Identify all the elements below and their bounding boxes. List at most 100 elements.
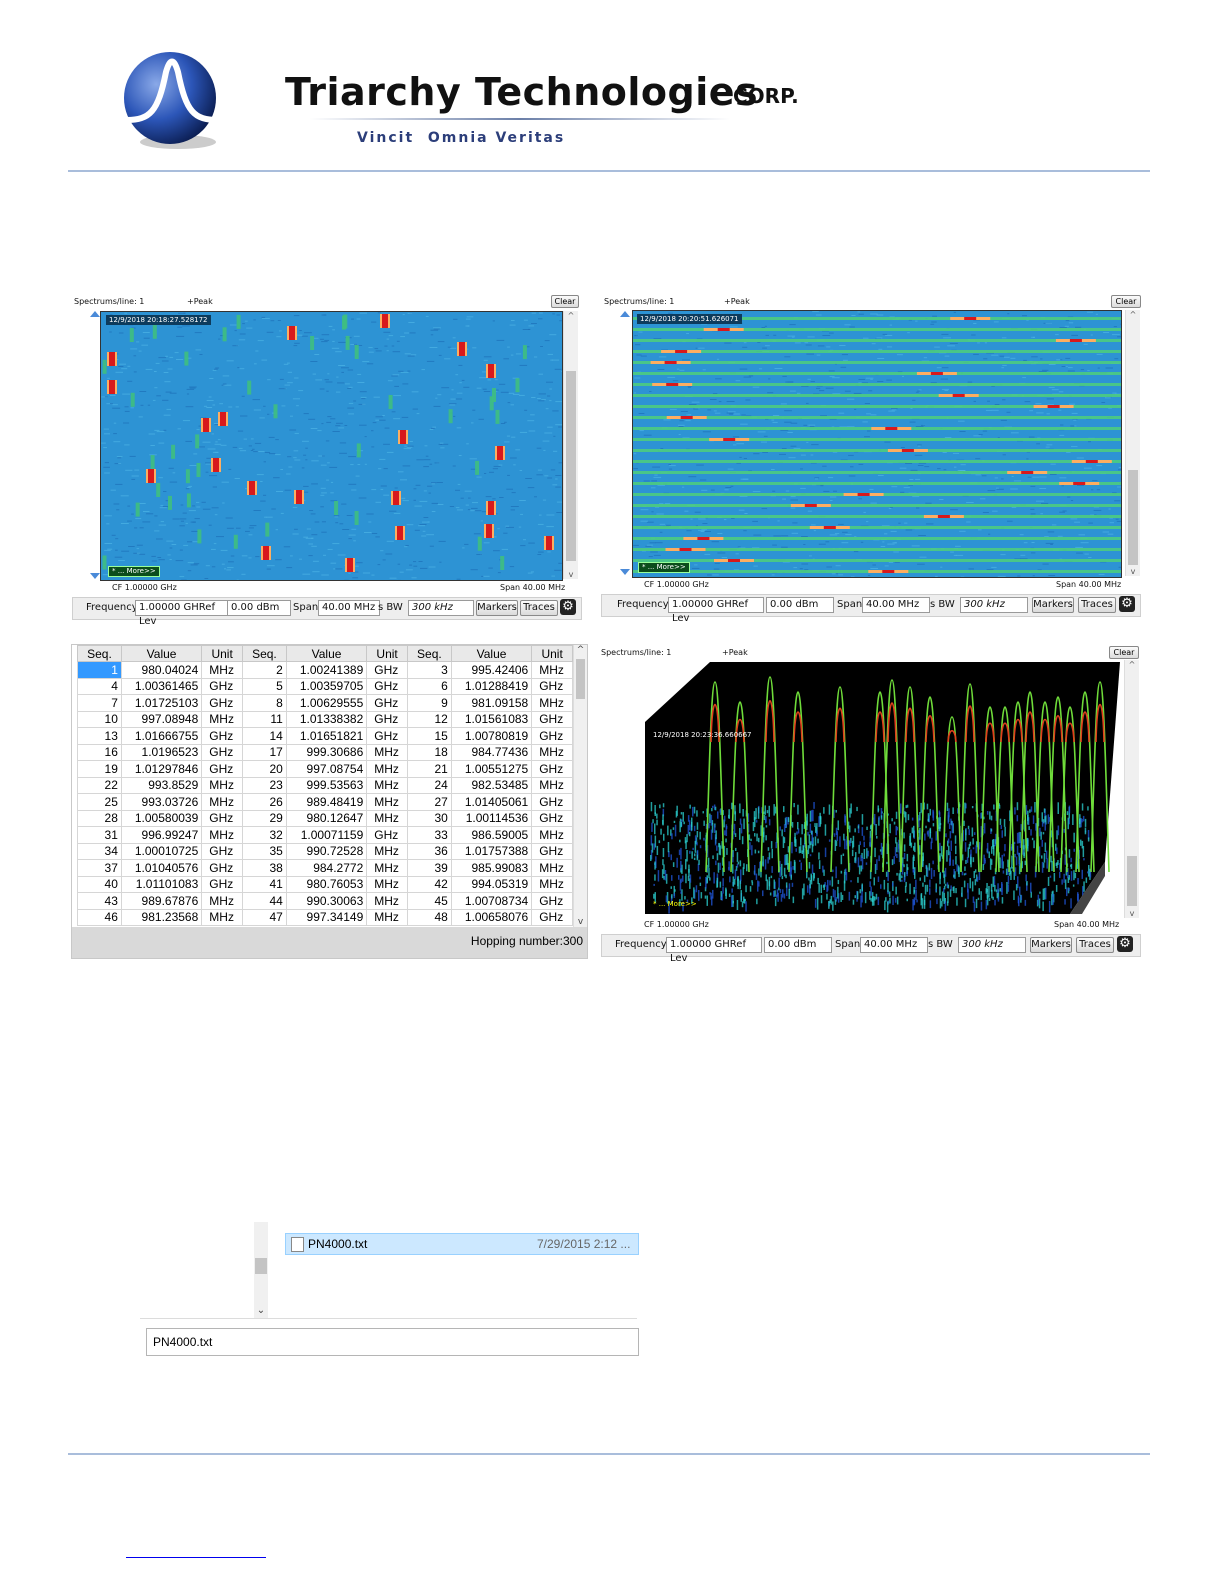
table-row[interactable]: 10 997.08948 MHz 11 1.01338382 GHz 12 1.0156108… — [77, 710, 573, 728]
traces-button[interactable]: Traces — [1078, 597, 1116, 613]
seq-cell[interactable]: 12 — [406, 710, 452, 728]
value-cell[interactable]: 993.03726 — [120, 793, 203, 811]
table-row[interactable]: 31 996.99247 MHz 32 1.00071159 GHz 33 986.59005… — [77, 826, 573, 844]
seq-cell[interactable]: 42 — [406, 875, 452, 893]
seq-cell[interactable]: 45 — [406, 892, 452, 910]
unit-cell[interactable]: GHz — [366, 677, 408, 695]
value-cell[interactable]: 980.76053 — [285, 875, 368, 893]
gear-icon[interactable]: ⚙ — [1119, 596, 1135, 612]
bandwidth-field[interactable]: 300 kHz — [960, 597, 1028, 613]
unit-cell[interactable]: MHz — [366, 892, 408, 910]
seq-cell[interactable]: 24 — [406, 776, 452, 794]
seq-cell[interactable]: 31 — [77, 826, 122, 844]
value-cell[interactable]: 1.01725103 — [120, 694, 203, 712]
seq-cell[interactable]: 6 — [406, 677, 452, 695]
scroll-down-icon[interactable]: v — [1129, 909, 1135, 918]
value-cell[interactable]: 1.00010725 — [120, 842, 203, 860]
seq-cell[interactable]: 20 — [241, 760, 287, 778]
seq-cell[interactable]: 14 — [241, 727, 287, 745]
column-header[interactable]: Unit — [366, 645, 408, 662]
seq-cell[interactable]: 29 — [241, 809, 287, 827]
table-row[interactable]: 7 1.01725103 GHz 8 1.00629555 GHz 9 981.09158 MH… — [77, 694, 573, 712]
unit-cell[interactable]: MHz — [366, 875, 408, 893]
unit-cell[interactable]: GHz — [201, 842, 243, 860]
unit-cell[interactable]: GHz — [366, 694, 408, 712]
unit-cell[interactable]: GHz — [201, 875, 243, 893]
unit-cell[interactable]: MHz — [201, 776, 243, 794]
table-row[interactable]: 4 1.00361465 GHz 5 1.00359705 GHz 6 1.01288419 G… — [77, 677, 573, 695]
unit-cell[interactable]: MHz — [531, 826, 573, 844]
seq-cell[interactable]: 46 — [77, 908, 122, 926]
unit-cell[interactable]: GHz — [366, 826, 408, 844]
unit-cell[interactable]: MHz — [531, 776, 573, 794]
value-cell[interactable]: 984.77436 — [450, 743, 533, 761]
scroll-thumb[interactable] — [1128, 470, 1138, 565]
value-cell[interactable]: 1.00361465 — [120, 677, 203, 695]
span-field[interactable]: 40.00 MHz — [860, 937, 928, 953]
vertical-scrollbar[interactable]: ^ v — [1124, 660, 1139, 918]
column-header[interactable]: Value — [450, 645, 533, 662]
more-button[interactable]: * ... More>> — [638, 562, 690, 573]
traces-button[interactable]: Traces — [1076, 937, 1114, 953]
seq-cell[interactable]: 1 — [77, 661, 122, 679]
table-row[interactable]: 43 989.67876 MHz 44 990.30063 MHz 45 1.00708734… — [77, 892, 573, 910]
seq-cell[interactable]: 21 — [406, 760, 452, 778]
span-field[interactable]: 40.00 MHz — [318, 600, 380, 616]
seq-cell[interactable]: 26 — [241, 793, 287, 811]
table-row[interactable]: 25 993.03726 MHz 26 989.48419 MHz 27 1.01405061… — [77, 793, 573, 811]
unit-cell[interactable]: GHz — [531, 727, 573, 745]
filename-input[interactable]: PN4000.txt — [146, 1328, 639, 1356]
seq-cell[interactable]: 40 — [77, 875, 122, 893]
unit-cell[interactable]: MHz — [201, 826, 243, 844]
markers-button[interactable]: Markers — [476, 600, 518, 616]
frequency-field[interactable]: 1.00000 GHRef Lev — [135, 600, 229, 627]
table-row[interactable]: 37 1.01040576 GHz 38 984.2772 MHz 39 985.99083 M… — [77, 859, 573, 877]
column-header[interactable]: Unit — [531, 645, 573, 662]
unit-cell[interactable]: MHz — [531, 875, 573, 893]
unit-cell[interactable]: MHz — [201, 793, 243, 811]
unit-cell[interactable]: GHz — [531, 908, 573, 926]
vertical-scrollbar[interactable]: ^ v — [1125, 310, 1140, 576]
value-cell[interactable]: 984.2772 — [285, 859, 368, 877]
bandwidth-field[interactable]: 300 kHz — [408, 600, 474, 616]
seq-cell[interactable]: 15 — [406, 727, 452, 745]
value-cell[interactable]: 997.08754 — [285, 760, 368, 778]
value-cell[interactable]: 999.53563 — [285, 776, 368, 794]
value-cell[interactable]: 1.01405061 — [450, 793, 533, 811]
value-cell[interactable]: 993.8529 — [120, 776, 203, 794]
value-cell[interactable]: 982.53485 — [450, 776, 533, 794]
seq-cell[interactable]: 47 — [241, 908, 287, 926]
seq-cell[interactable]: 33 — [406, 826, 452, 844]
file-list-item[interactable]: PN4000.txt 7/29/2015 2:12 ... — [285, 1233, 639, 1255]
value-cell[interactable]: 1.00708734 — [450, 892, 533, 910]
seq-cell[interactable]: 23 — [241, 776, 287, 794]
seq-cell[interactable]: 38 — [241, 859, 287, 877]
value-cell[interactable]: 1.01297846 — [120, 760, 203, 778]
unit-cell[interactable]: GHz — [531, 677, 573, 695]
scroll-up-icon[interactable]: ^ — [1128, 660, 1136, 669]
seq-cell[interactable]: 10 — [77, 710, 122, 728]
unit-cell[interactable]: MHz — [366, 842, 408, 860]
value-cell[interactable]: 1.00241389 — [285, 661, 368, 679]
table-row[interactable]: 46 981.23568 MHz 47 997.34149 MHz 48 1.00658076… — [77, 908, 573, 926]
scroll-up-icon[interactable]: ^ — [1129, 310, 1137, 319]
seq-cell[interactable]: 16 — [77, 743, 122, 761]
unit-cell[interactable]: MHz — [531, 661, 573, 679]
scroll-down-icon[interactable]: v — [568, 570, 574, 579]
unit-cell[interactable]: MHz — [366, 776, 408, 794]
clear-button[interactable]: Clear — [1111, 295, 1141, 308]
unit-cell[interactable]: GHz — [201, 859, 243, 877]
value-cell[interactable]: 1.00359705 — [285, 677, 368, 695]
traces-button[interactable]: Traces — [520, 600, 558, 616]
file-list-scrollbar[interactable]: ⌄ — [254, 1222, 268, 1318]
unit-cell[interactable]: MHz — [531, 859, 573, 877]
unit-cell[interactable]: GHz — [201, 809, 243, 827]
table-row[interactable]: 28 1.00580039 GHz 29 980.12647 MHz 30 1.0011453… — [77, 809, 573, 827]
seq-cell[interactable]: 44 — [241, 892, 287, 910]
unit-cell[interactable]: MHz — [366, 743, 408, 761]
value-cell[interactable]: 999.30686 — [285, 743, 368, 761]
unit-cell[interactable]: MHz — [531, 743, 573, 761]
value-cell[interactable]: 1.01651821 — [285, 727, 368, 745]
scroll-thumb[interactable] — [255, 1258, 267, 1274]
unit-cell[interactable]: MHz — [201, 892, 243, 910]
